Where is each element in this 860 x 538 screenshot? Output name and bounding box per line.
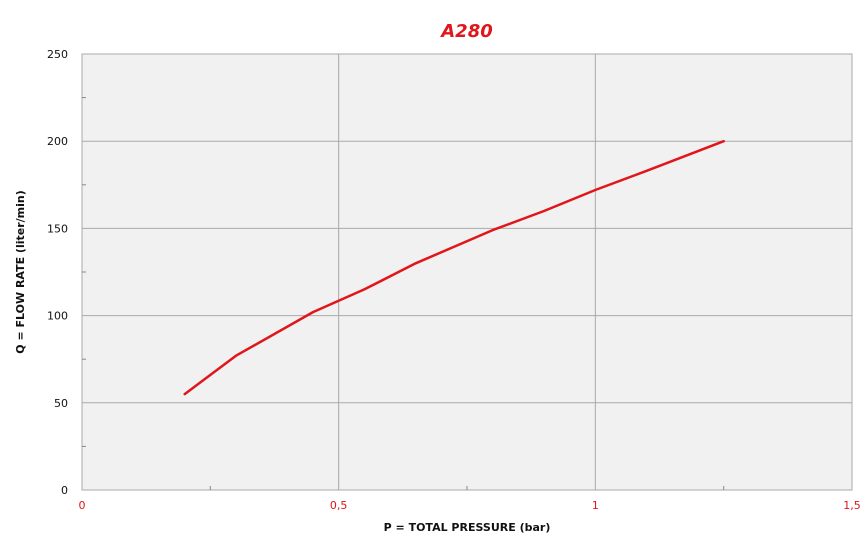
series-line: [183, 139, 725, 396]
x-tick-label: 1: [592, 499, 599, 512]
y-tick-label: 50: [54, 397, 68, 410]
y-tick-label: 200: [47, 135, 68, 148]
y-axis-title: Q = FLOW RATE (liter/min): [14, 190, 27, 353]
series-layer: [183, 139, 725, 396]
x-axis-tick-labels: 0 0,5 1 1,5: [79, 499, 860, 512]
plot-area: [81, 53, 853, 491]
y-axis-tick-labels: 0 50 100 150 200 250: [47, 48, 68, 497]
x-axis-title: P = TOTAL PRESSURE (bar): [384, 521, 551, 534]
y-tick-label: 0: [61, 484, 68, 497]
x-tick-label: 0,5: [330, 499, 348, 512]
y-tick-label: 150: [47, 222, 68, 235]
x-tick-label: 0: [79, 499, 86, 512]
minor-ticks: [82, 97, 725, 490]
x-tick-label: 1,5: [843, 499, 860, 512]
chart-title: A280: [439, 21, 493, 42]
y-tick-label: 250: [47, 48, 68, 61]
y-tick-label: 100: [47, 310, 68, 323]
grid-lines: [81, 53, 853, 491]
